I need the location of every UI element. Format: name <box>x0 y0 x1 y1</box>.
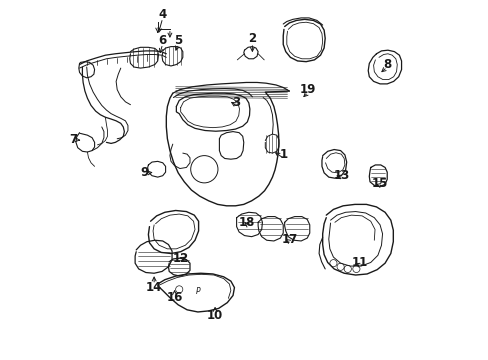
Text: 10: 10 <box>206 309 223 322</box>
Text: 1: 1 <box>279 148 287 161</box>
Text: 2: 2 <box>248 32 256 45</box>
Text: 15: 15 <box>371 177 387 190</box>
Text: 16: 16 <box>166 291 183 304</box>
Text: 13: 13 <box>332 169 349 182</box>
Text: P: P <box>196 287 201 296</box>
Text: 17: 17 <box>281 233 297 246</box>
Text: 14: 14 <box>145 281 162 294</box>
Text: 7: 7 <box>69 133 77 146</box>
Text: 11: 11 <box>351 256 367 269</box>
Text: 5: 5 <box>174 33 182 47</box>
Text: 4: 4 <box>158 8 166 21</box>
Text: 9: 9 <box>140 166 148 179</box>
Text: 8: 8 <box>382 58 390 71</box>
Text: 18: 18 <box>239 216 255 229</box>
Text: 3: 3 <box>232 96 240 109</box>
Text: 19: 19 <box>300 83 316 96</box>
Text: 12: 12 <box>172 252 188 265</box>
Text: 6: 6 <box>158 33 166 47</box>
